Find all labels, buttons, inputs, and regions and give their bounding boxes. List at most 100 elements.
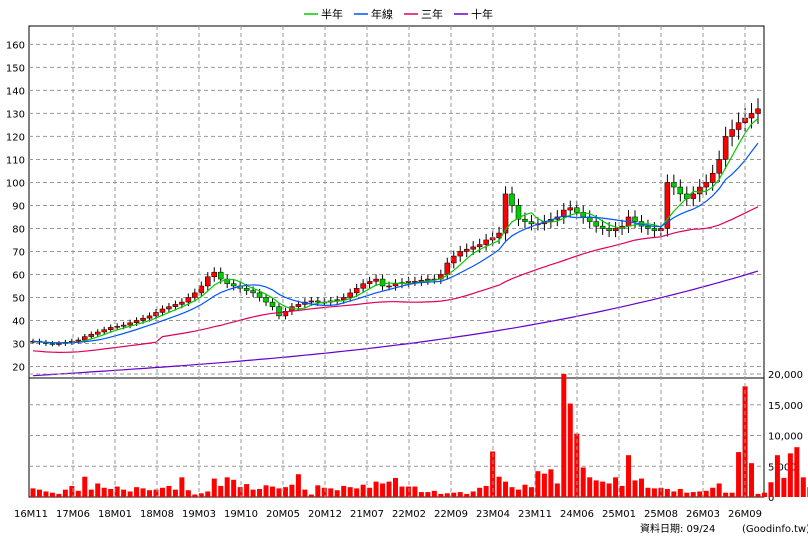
- volume-bar: [412, 486, 418, 497]
- volume-bar: [231, 479, 237, 497]
- volume-bar: [75, 490, 81, 497]
- volume-bar: [82, 476, 88, 497]
- candle-body: [114, 325, 120, 328]
- x-tick-label: 20M05: [266, 509, 300, 520]
- candle-body: [347, 292, 353, 298]
- x-tick-label: 16M11: [14, 509, 48, 520]
- volume-bar: [321, 487, 327, 497]
- candle-body: [463, 248, 470, 252]
- volume-bar: [360, 484, 366, 497]
- volume-bar: [671, 491, 677, 497]
- volume-bar: [574, 433, 580, 497]
- volume-bar: [587, 477, 593, 497]
- volume-bar: [192, 494, 198, 497]
- volume-bar: [541, 473, 547, 497]
- volume-bar: [367, 487, 373, 497]
- candle-body: [483, 239, 489, 245]
- legend-label: 半年: [321, 7, 343, 21]
- candle-body: [153, 312, 159, 317]
- volume-bar: [761, 492, 767, 497]
- candle-body: [49, 343, 56, 345]
- x-tick-label: 19M10: [224, 509, 258, 520]
- candle-body: [56, 343, 62, 345]
- x-tick-label: 20M12: [308, 509, 342, 520]
- legend-label: 十年: [471, 7, 493, 21]
- ma-ten-year-line: [32, 270, 759, 377]
- volume-bar: [282, 487, 288, 497]
- ma-three-year-line: [32, 206, 759, 354]
- volume-bar: [800, 477, 806, 497]
- volume-bar: [736, 452, 742, 497]
- volume-bar: [677, 489, 683, 497]
- volume-bar: [211, 478, 217, 497]
- price-tick-label: 110: [6, 155, 25, 166]
- volume-bar: [386, 481, 392, 497]
- volume-bar: [690, 492, 696, 497]
- volume-bar: [257, 489, 263, 497]
- volume-bar: [95, 483, 101, 497]
- volume-bar: [308, 494, 314, 497]
- candle-body: [451, 255, 457, 264]
- x-tick-label: 18M08: [140, 509, 174, 520]
- plot-frame: [28, 25, 765, 498]
- candle-body: [120, 324, 127, 327]
- volume-bar: [393, 477, 398, 497]
- volume-bar: [522, 484, 528, 497]
- candle-body: [392, 283, 399, 287]
- x-tick-label: 22M09: [434, 509, 468, 520]
- ma-year-line: [32, 142, 759, 344]
- volume-bar: [749, 463, 755, 497]
- volume-bar: [30, 488, 36, 497]
- candle-body: [373, 278, 379, 282]
- candle-body: [250, 290, 256, 294]
- volume-bar: [664, 489, 670, 497]
- candle-body: [412, 281, 418, 283]
- price-panel: 20 30 40 50 60 70 80 90 100 110 120 130 140 150 160: [6, 25, 765, 498]
- price-tick-label: 160: [6, 40, 25, 51]
- volume-bar: [483, 485, 489, 497]
- legend-label: 年線: [371, 7, 393, 21]
- volume-bar: [185, 490, 191, 497]
- volume-bar: [768, 482, 774, 497]
- volume-bar: [88, 489, 94, 497]
- volume-bar: [451, 492, 457, 497]
- candle-body: [671, 182, 677, 188]
- candle-body: [256, 292, 263, 298]
- volume-bar: [198, 493, 204, 497]
- price-tick-label: 120: [6, 132, 25, 143]
- x-tick-label: 22M02: [392, 509, 426, 520]
- candle-body: [502, 193, 509, 234]
- candle-body: [522, 219, 528, 222]
- volume-bar: [638, 478, 644, 497]
- volume-bar: [755, 493, 761, 497]
- volume-bar: [328, 488, 334, 497]
- candle-body: [561, 209, 567, 218]
- candle-body: [612, 228, 619, 232]
- volume-bar: [710, 487, 716, 497]
- candle-body: [340, 297, 347, 301]
- volume-bar: [703, 490, 709, 497]
- price-tick-label: 50: [12, 293, 25, 304]
- candle-body: [276, 306, 282, 317]
- volume-bar: [159, 487, 165, 497]
- x-tick-label: 23M04: [476, 509, 510, 520]
- chart-legend: 半年 年線 三年 十年: [304, 7, 493, 21]
- price-tick-label: 20: [12, 362, 25, 373]
- volume-bar: [153, 489, 159, 497]
- volume-bar: [774, 455, 780, 497]
- candle-body: [127, 322, 133, 326]
- volume-bar: [425, 492, 431, 497]
- x-axis: 16M11 17M06 18M01 18M08 19M03 19M10 20M05 20M12…: [14, 26, 762, 520]
- candle-body: [735, 122, 742, 130]
- candle-body: [217, 271, 224, 280]
- price-tick-label: 90: [12, 201, 25, 212]
- candle-body: [101, 329, 107, 333]
- candle-body: [211, 271, 217, 278]
- volume-bar: [580, 467, 586, 497]
- volume-tick-label: 10,000: [768, 432, 803, 443]
- volume-bar: [632, 480, 638, 497]
- x-tick-label: 26M09: [728, 509, 762, 520]
- candle-body: [82, 336, 88, 341]
- volume-bar: [263, 485, 269, 497]
